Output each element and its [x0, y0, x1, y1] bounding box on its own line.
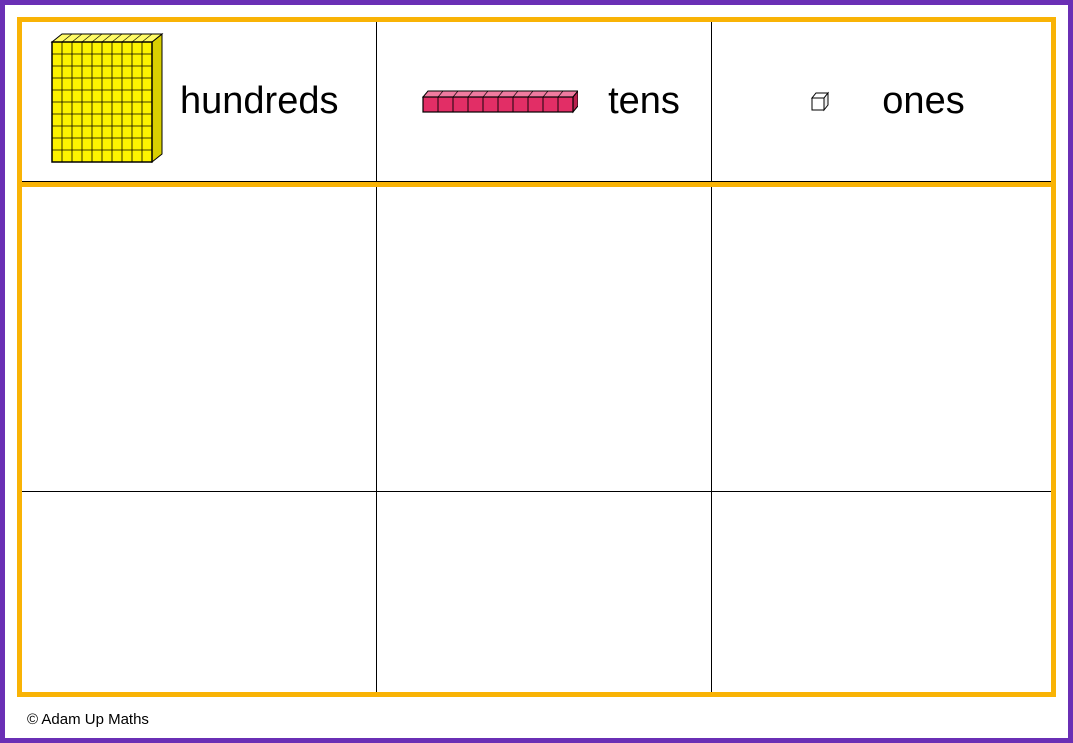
work-cell-ones: [712, 182, 1051, 492]
header-ones: ones: [712, 22, 1051, 182]
header-hundreds: hundreds: [22, 22, 377, 182]
inner-frame: hundreds: [17, 17, 1056, 697]
answer-cell-tens: [377, 492, 712, 692]
place-value-grid: hundreds: [22, 22, 1051, 692]
hundred-flat-icon: [32, 32, 172, 172]
outer-frame: hundreds: [0, 0, 1073, 743]
answer-cell-ones: [712, 492, 1051, 692]
tens-label: tens: [608, 80, 680, 123]
work-cell-tens: [377, 182, 712, 492]
header-tens: tens: [377, 22, 712, 182]
answer-cell-hundreds: [22, 492, 377, 692]
unit-cube-icon: [808, 90, 832, 114]
hundreds-label: hundreds: [180, 80, 338, 123]
ten-rod-icon: [418, 87, 578, 117]
work-cell-hundreds: [22, 182, 377, 492]
header-divider: [22, 182, 1051, 187]
ones-label: ones: [882, 80, 964, 123]
copyright-text: © Adam Up Maths: [27, 711, 149, 728]
